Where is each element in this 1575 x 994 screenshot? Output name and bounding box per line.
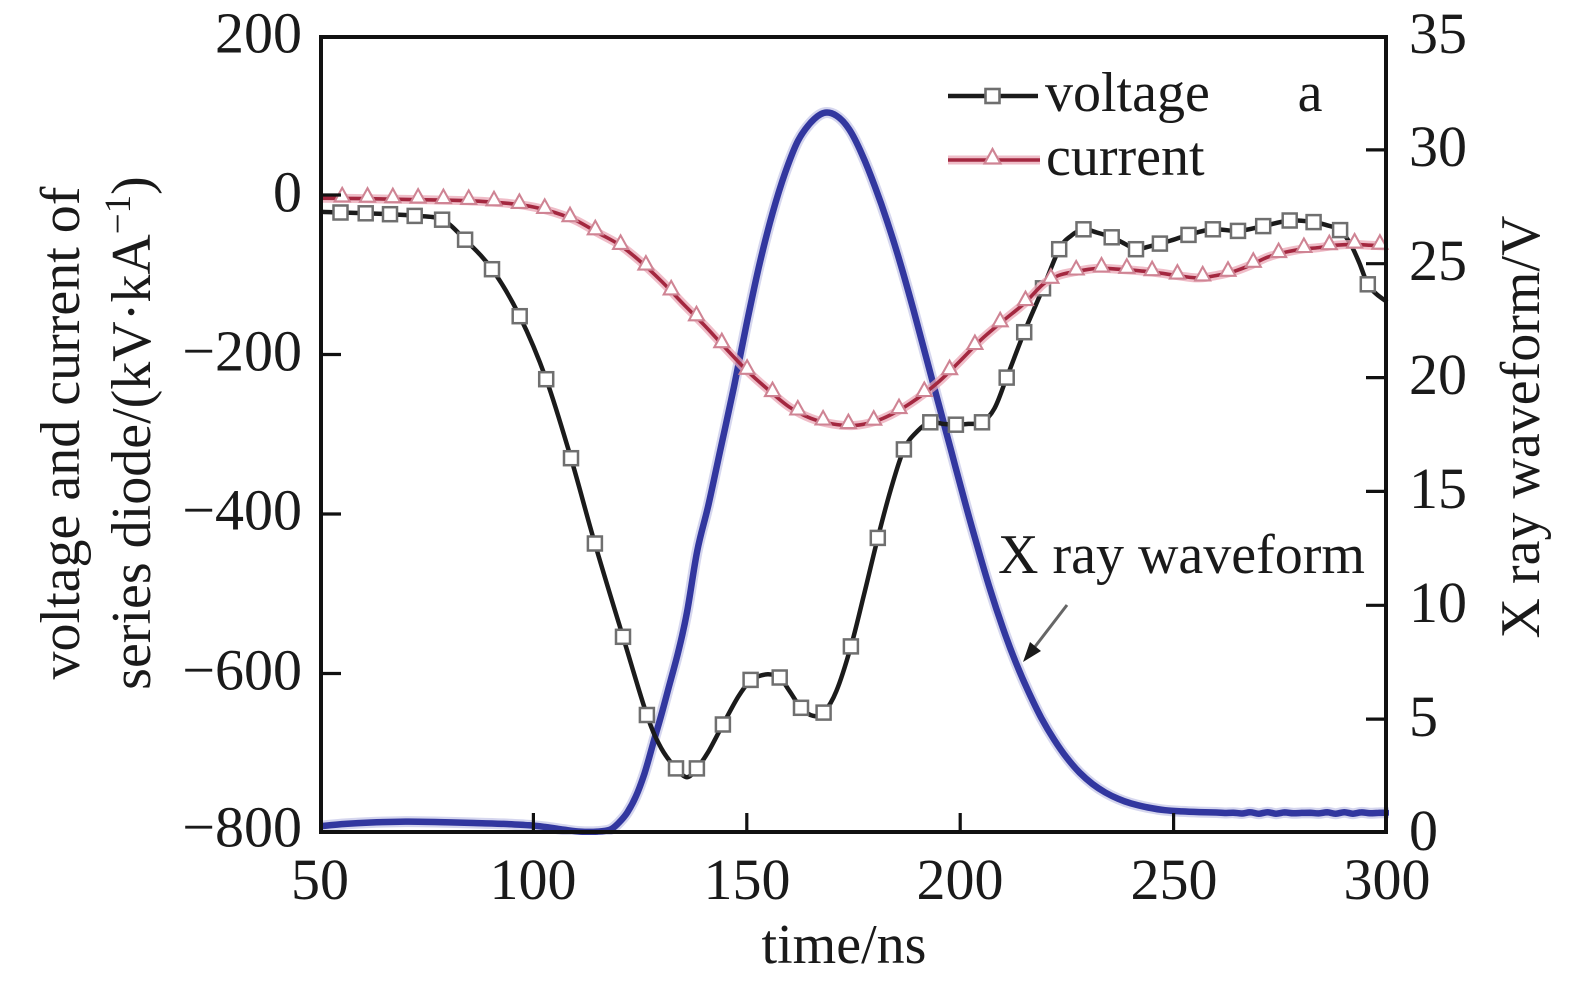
svg-text:0: 0 xyxy=(273,160,302,225)
svg-text:35: 35 xyxy=(1409,1,1467,66)
svg-text:15: 15 xyxy=(1409,456,1467,521)
svg-text:voltage: voltage xyxy=(1045,62,1210,124)
svg-text:300: 300 xyxy=(1344,847,1431,912)
svg-text:−400: −400 xyxy=(182,478,302,543)
svg-text:50: 50 xyxy=(291,847,349,912)
svg-text:5: 5 xyxy=(1409,684,1438,749)
svg-text:−600: −600 xyxy=(182,638,302,703)
svg-text:time/ns: time/ns xyxy=(762,914,927,976)
svg-text:series diode/(kV·kA−1): series diode/(kV·kA−1) xyxy=(98,176,164,690)
svg-text:150: 150 xyxy=(704,847,791,912)
svg-text:0: 0 xyxy=(1409,798,1438,863)
svg-text:10: 10 xyxy=(1409,570,1467,635)
svg-text:X ray waveform/V: X ray waveform/V xyxy=(1490,216,1552,639)
svg-text:200: 200 xyxy=(215,1,302,66)
svg-text:current: current xyxy=(1046,126,1205,188)
svg-text:30: 30 xyxy=(1409,114,1467,179)
svg-text:−200: −200 xyxy=(182,319,302,384)
svg-text:200: 200 xyxy=(917,847,1004,912)
svg-text:20: 20 xyxy=(1409,342,1467,407)
svg-text:X ray waveform: X ray waveform xyxy=(998,524,1365,586)
svg-text:a: a xyxy=(1298,62,1323,124)
svg-text:−800: −800 xyxy=(182,795,302,860)
svg-text:25: 25 xyxy=(1409,228,1467,293)
svg-text:100: 100 xyxy=(490,847,577,912)
svg-text:voltage and current of: voltage and current of xyxy=(30,186,92,679)
svg-text:250: 250 xyxy=(1131,847,1218,912)
